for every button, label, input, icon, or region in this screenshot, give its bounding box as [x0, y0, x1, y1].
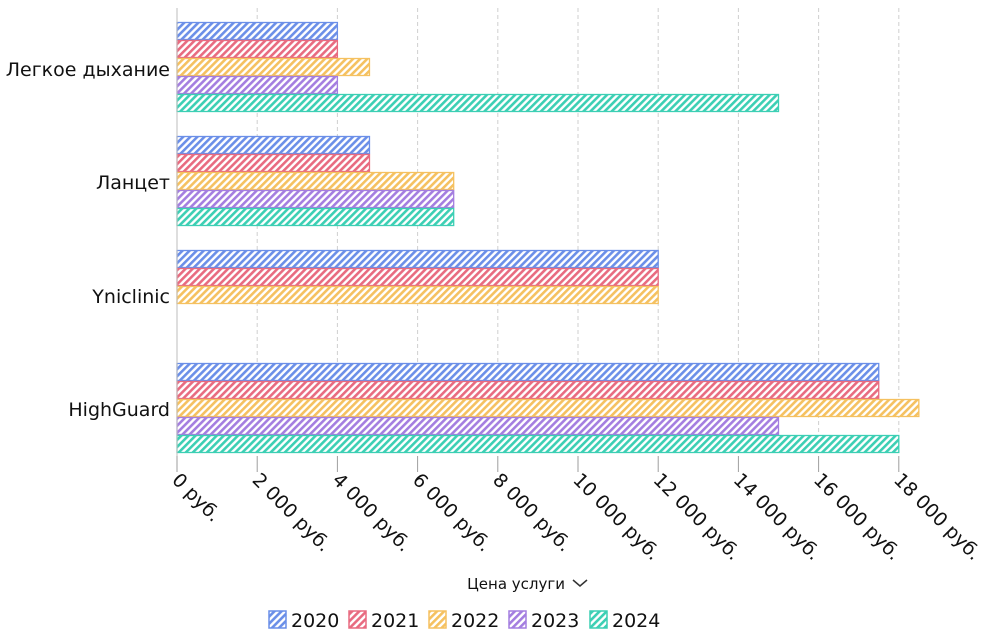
- legend-label: 2021: [371, 610, 419, 632]
- legend-item-2024[interactable]: 2024: [589, 610, 660, 632]
- legend[interactable]: 2020 2021 2022 2023 2024: [268, 610, 660, 632]
- bar-2021[interactable]: [176, 267, 659, 287]
- legend-swatch: [268, 610, 287, 629]
- bar-2023[interactable]: [176, 75, 339, 95]
- x-axis: [176, 8, 900, 472]
- tick-label: 6 000 руб.: [408, 469, 495, 556]
- bar-2020[interactable]: [176, 249, 659, 269]
- legend-label: 2024: [612, 610, 660, 632]
- legend-label: 2020: [291, 610, 339, 632]
- bar-2021[interactable]: [176, 153, 371, 173]
- category-label: Легкое дыхание: [6, 59, 170, 81]
- bar-2020[interactable]: [176, 135, 371, 155]
- bar-2024[interactable]: [176, 434, 900, 454]
- legend-swatch: [348, 610, 367, 629]
- axis-title[interactable]: Цена услуги: [467, 575, 588, 593]
- legend-label: 2022: [451, 610, 499, 632]
- legend-swatch: [589, 610, 608, 629]
- tick-labels: 0 руб. 2 000 руб.4 000 руб.6 000 руб.8 00…: [167, 469, 985, 565]
- tick-label: 8 000 руб.: [488, 469, 575, 556]
- category-label: Ланцет: [96, 172, 170, 194]
- bar-2021[interactable]: [176, 380, 880, 400]
- tick-label: 4 000 руб.: [328, 469, 415, 556]
- bar-2024[interactable]: [176, 93, 780, 113]
- bar-2022[interactable]: [176, 398, 920, 418]
- bar-2023[interactable]: [176, 189, 455, 209]
- bar-2020[interactable]: [176, 21, 339, 41]
- legend-item-2021[interactable]: 2021: [348, 610, 419, 632]
- bar-2022[interactable]: [176, 57, 371, 77]
- bar-2024[interactable]: [176, 207, 455, 227]
- bar-2022[interactable]: [176, 285, 659, 305]
- legend-item-2023[interactable]: 2023: [508, 610, 579, 632]
- chevron-down-icon: [572, 579, 588, 587]
- bar-2021[interactable]: [176, 39, 339, 59]
- category-label: HighGuard: [68, 399, 170, 421]
- legend-swatch: [508, 610, 527, 629]
- legend-item-2022[interactable]: 2022: [428, 610, 499, 632]
- bar-2022[interactable]: [176, 171, 455, 191]
- category-label: Yniclinic: [91, 286, 170, 308]
- tick-label: 0 руб.: [167, 469, 224, 526]
- legend-label: 2023: [531, 610, 579, 632]
- bars: [176, 21, 920, 454]
- category-labels: Легкое дыхание Ланцет Yniclinic HighGuard: [6, 59, 170, 421]
- legend-item-2020[interactable]: 2020: [268, 610, 339, 632]
- bar-2020[interactable]: [176, 362, 880, 382]
- bar-2023[interactable]: [176, 416, 780, 436]
- x-axis-title: Цена услуги: [467, 575, 565, 593]
- legend-swatch: [428, 610, 447, 629]
- tick-label: 2 000 руб.: [248, 469, 335, 556]
